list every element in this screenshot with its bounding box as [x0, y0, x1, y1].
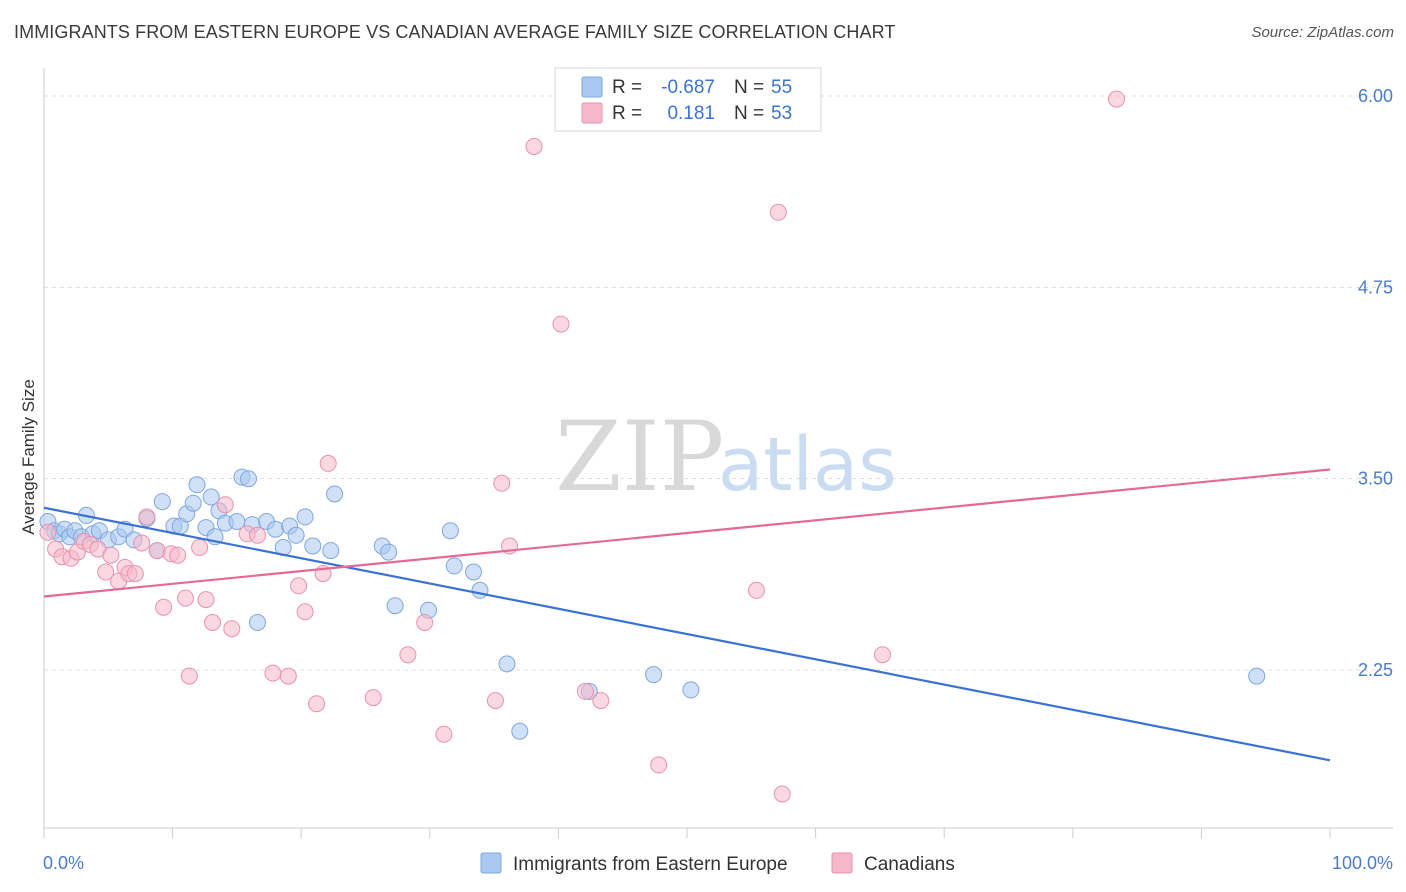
pink-point: [416, 614, 434, 631]
legend-r-value-blue: -0.687: [661, 77, 715, 98]
pink-point: [1108, 90, 1125, 108]
pink-point: [493, 474, 511, 492]
pink-point: [177, 589, 194, 607]
blue-trend-line: [43, 506, 1331, 762]
points-layer: [39, 90, 1266, 803]
pink-point: [102, 546, 120, 564]
watermark: ZIP atlas: [555, 401, 897, 513]
blue-point: [267, 520, 284, 538]
blue-point: [645, 666, 663, 684]
watermark-atlas: atlas: [718, 422, 897, 508]
pink-point: [552, 315, 570, 333]
pink-point: [874, 646, 891, 664]
blue-point: [441, 522, 459, 540]
blue-point: [153, 493, 171, 511]
pink-point: [399, 646, 417, 664]
pink-point: [525, 138, 543, 155]
blue-point: [682, 681, 700, 699]
legend-r-label-pink: R =: [612, 103, 642, 124]
pink-point: [204, 614, 221, 631]
pink-point: [319, 454, 337, 472]
pink-point: [296, 603, 314, 621]
blue-point: [386, 597, 404, 615]
pink-point: [279, 667, 297, 685]
y-tick-label: 2.25: [1358, 660, 1393, 680]
pink-point: [435, 725, 453, 743]
pink-point: [39, 523, 57, 541]
axes-layer: 6.00 4.75 3.50 2.25: [43, 68, 1393, 838]
pink-point: [773, 785, 791, 803]
y-axis-title: Average Family Size: [19, 379, 38, 535]
series-legend: Immigrants from Eastern Europe Canadians: [480, 852, 955, 875]
blue-point: [184, 494, 202, 512]
watermark-zip: ZIP: [555, 401, 724, 513]
pink-point: [148, 542, 166, 560]
blue-point: [188, 476, 206, 494]
blue-point: [322, 542, 340, 560]
pink-point: [97, 563, 115, 581]
y-tick-label: 6.00: [1358, 86, 1393, 106]
legend-n-value-blue: 55: [771, 77, 792, 98]
blue-point: [511, 722, 529, 740]
pink-point: [486, 692, 504, 710]
blue-point: [296, 508, 314, 526]
legend-r-value-pink: 0.181: [667, 103, 715, 124]
pink-point: [216, 496, 234, 514]
series-legend-swatch-pink: [831, 852, 853, 874]
stats-legend: R = -0.687 N = 55 R = 0.181 N = 53: [554, 67, 822, 132]
x-tick-label-right: 100.0%: [1332, 853, 1393, 873]
blue-point: [1248, 667, 1266, 685]
x-tick-label-left: 0.0%: [43, 853, 84, 873]
blue-point: [304, 537, 322, 555]
legend-r-label-blue: R =: [612, 77, 642, 98]
legend-n-label-pink: N =: [734, 103, 764, 124]
blue-point: [249, 614, 266, 631]
blue-point: [380, 543, 398, 561]
pink-point: [308, 695, 326, 713]
pink-point: [249, 526, 266, 544]
blue-point: [202, 488, 220, 506]
grid-layer: [44, 95, 1393, 671]
source-label: Source: ZipAtlas.com: [1251, 24, 1394, 41]
series-legend-label-pink: Canadians: [864, 854, 955, 875]
pink-point: [223, 620, 241, 638]
chart-title: IMMIGRANTS FROM EASTERN EUROPE VS CANADI…: [14, 22, 896, 42]
pink-point: [592, 692, 610, 710]
legend-n-value-pink: 53: [771, 103, 792, 124]
legend-swatch-blue: [581, 76, 603, 98]
pink-point: [191, 539, 209, 556]
blue-point: [445, 557, 463, 575]
blue-point: [498, 655, 516, 673]
blue-point: [240, 470, 257, 488]
pink-point: [747, 581, 765, 599]
blue-point: [465, 563, 482, 581]
pink-point: [576, 682, 594, 700]
trend-layer: [43, 468, 1331, 762]
legend-n-label-blue: N =: [734, 77, 764, 98]
series-legend-label-blue: Immigrants from Eastern Europe: [513, 854, 788, 875]
pink-point: [155, 598, 173, 616]
series-legend-swatch-blue: [480, 852, 502, 874]
pink-point: [264, 664, 282, 682]
legend-swatch-pink: [581, 102, 603, 124]
pink-point: [169, 546, 187, 564]
y-tick-label: 4.75: [1358, 277, 1393, 297]
pink-point: [138, 508, 156, 526]
pink-trend-line: [43, 468, 1331, 598]
pink-point: [197, 591, 215, 609]
pink-point: [364, 689, 382, 707]
blue-point: [471, 581, 489, 599]
pink-point: [650, 756, 668, 774]
blue-point: [287, 526, 305, 544]
pink-point: [126, 565, 144, 583]
blue-point: [326, 485, 344, 503]
pink-point: [769, 203, 787, 221]
y-tick-label: 3.50: [1358, 469, 1393, 489]
pink-point: [180, 667, 198, 685]
pink-point: [133, 534, 151, 552]
pink-point: [290, 577, 308, 595]
